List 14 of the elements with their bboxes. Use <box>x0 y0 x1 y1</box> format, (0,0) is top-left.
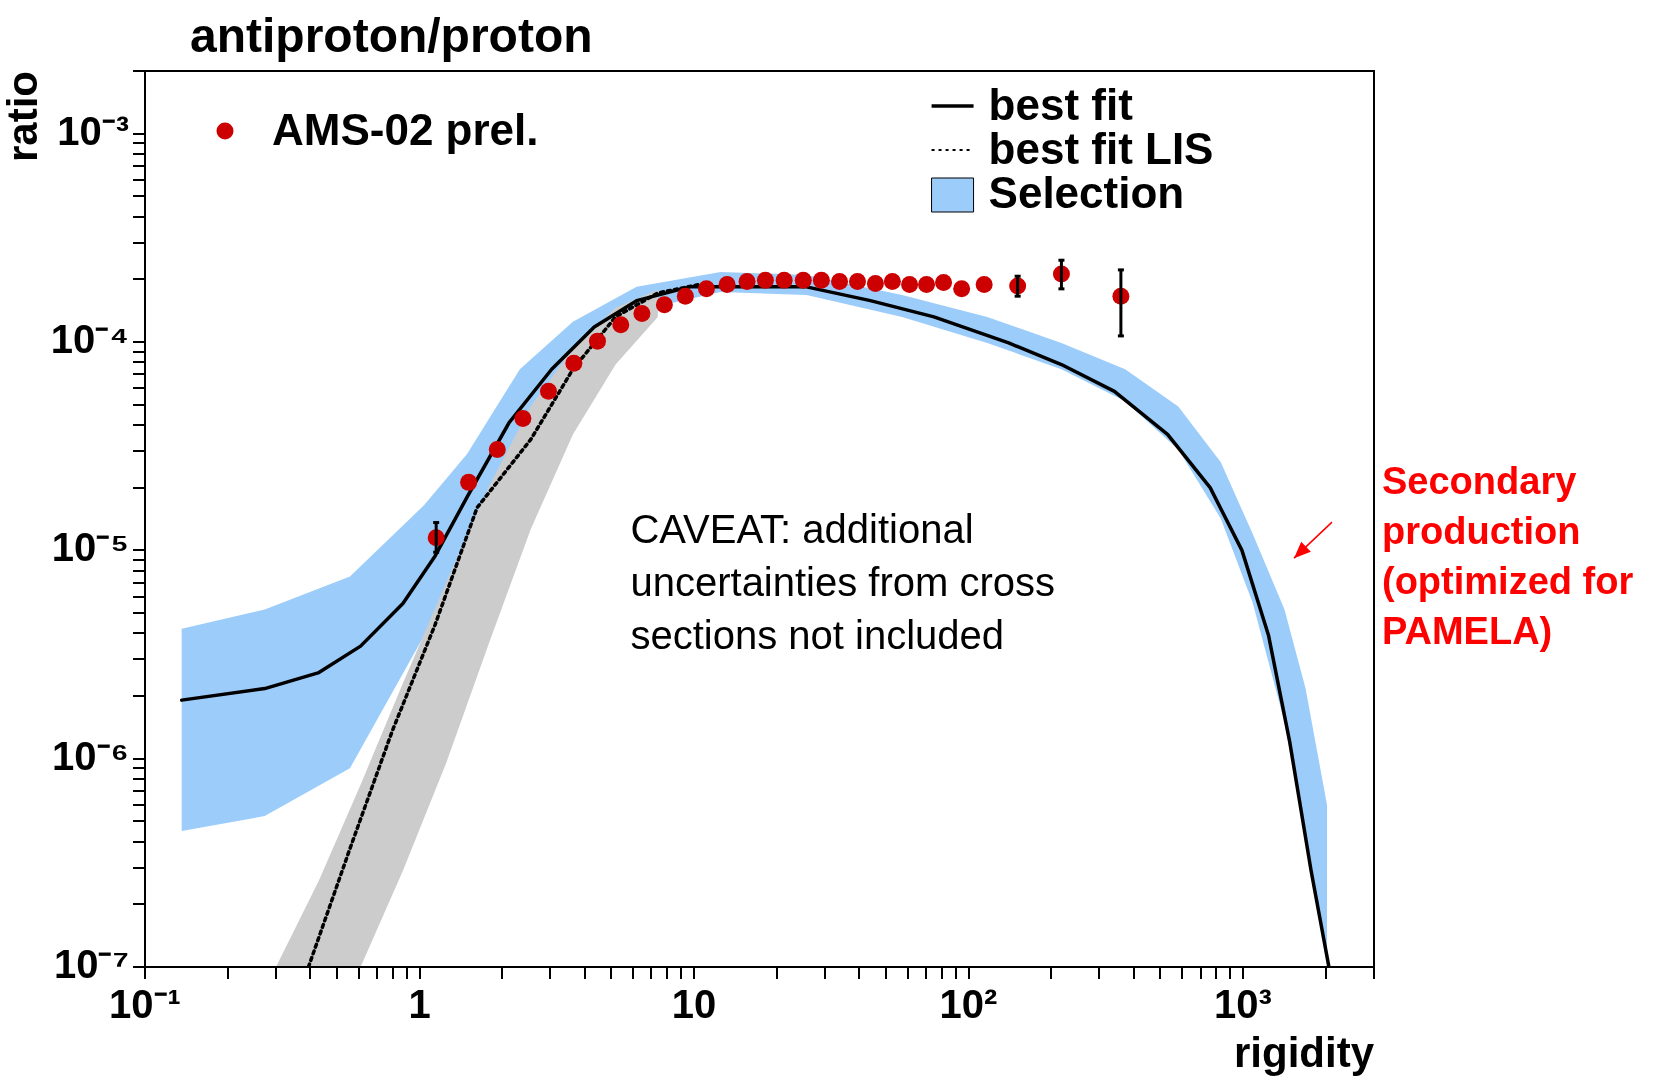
legend-label: AMS-02 prel. <box>272 105 539 155</box>
x-axis-title: rigidity <box>1233 1029 1375 1077</box>
y-tick-label: 10⁻⁵ <box>51 525 129 570</box>
y-axis-title: ratio <box>0 71 46 163</box>
x-tick-label: 1 <box>408 982 431 1027</box>
annotation: CAVEAT: additional uncertainties from cross sections not included <box>630 507 1056 658</box>
text: Secondary production (optimized for PAMELA) <box>1382 459 1634 652</box>
y-tick-label: 10⁻³ <box>57 108 129 153</box>
x-tick-label: 10³ <box>1214 982 1272 1027</box>
x-tick-label: 10 <box>671 982 717 1027</box>
y-tick-label: 10⁻⁶ <box>52 733 129 778</box>
y-tick-label: 10⁻⁴ <box>50 317 129 362</box>
x-tick-label: 10² <box>939 982 998 1027</box>
chart-title: antiproton/proton <box>190 9 593 62</box>
